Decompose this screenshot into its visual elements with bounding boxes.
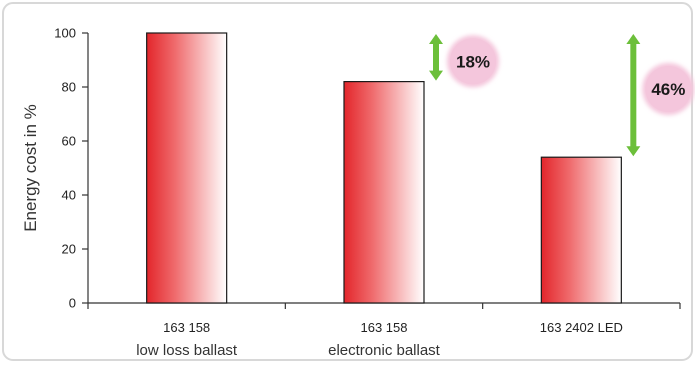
percent-label-2: 46% xyxy=(651,80,685,99)
x-category-label: 163 158 xyxy=(361,320,408,335)
change-arrow-head-up-1 xyxy=(429,34,443,44)
percent-bubble-core-2 xyxy=(645,66,692,112)
x-category-label: 163 158 xyxy=(163,320,210,335)
change-arrow-head-down-1 xyxy=(429,70,443,81)
change-arrow-head-down-2 xyxy=(626,146,641,157)
x-category-sublabel: electronic ballast xyxy=(328,342,441,359)
percent-bubble-core-1 xyxy=(450,38,496,85)
y-tick-label: 0 xyxy=(69,296,76,311)
outer-frame xyxy=(2,2,693,361)
y-tick-label: 100 xyxy=(54,26,76,41)
bar-3 xyxy=(540,156,622,304)
percent-label-1: 18% xyxy=(456,52,490,71)
bar-2 xyxy=(343,80,425,304)
y-axis-label: Energy cost in % xyxy=(21,104,40,232)
y-tick-label: 20 xyxy=(62,242,76,257)
change-arrow-head-up-2 xyxy=(626,34,641,44)
x-category-sublabel: low loss ballast xyxy=(136,342,238,359)
x-category-label: 163 2402 LED xyxy=(540,320,623,335)
bar-1 xyxy=(146,32,228,304)
y-tick-label: 40 xyxy=(62,188,76,203)
y-tick-label: 80 xyxy=(62,80,76,95)
y-tick-label: 60 xyxy=(62,134,76,149)
